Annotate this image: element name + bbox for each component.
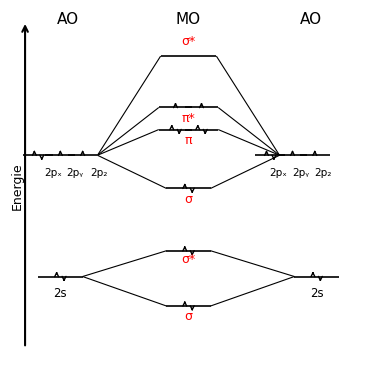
Text: σ: σ [184,310,193,323]
Text: 2p₂: 2p₂ [90,167,107,178]
Text: AO: AO [57,12,79,27]
Text: 2pᵧ: 2pᵧ [67,167,84,178]
Text: σ*: σ* [181,254,196,266]
Text: π: π [185,134,192,147]
Text: 2s: 2s [310,286,323,300]
Text: AO: AO [300,12,322,27]
Text: σ: σ [184,193,193,206]
Text: 2pₓ: 2pₓ [270,167,287,178]
Text: 2pᵧ: 2pᵧ [292,167,309,178]
Text: σ*: σ* [181,35,196,48]
Text: Energie: Energie [11,163,24,210]
Text: 2s: 2s [54,286,67,300]
Text: 2p₂: 2p₂ [314,167,332,178]
Text: MO: MO [176,12,201,27]
Text: 2pₓ: 2pₓ [44,167,62,178]
Text: π*: π* [182,112,195,125]
